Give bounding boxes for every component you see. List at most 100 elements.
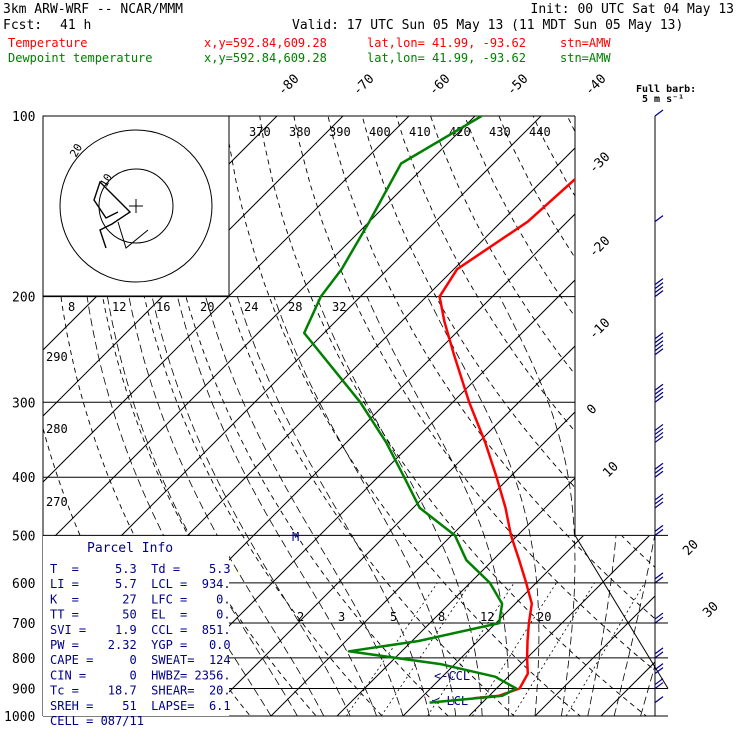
mixing-ratio-label: 20 bbox=[537, 610, 551, 624]
theta-label: 270 bbox=[46, 495, 68, 509]
wind-barb bbox=[654, 576, 664, 584]
wind-barb bbox=[654, 282, 664, 290]
barb-legend-title: Full barb: bbox=[636, 84, 697, 95]
moist-adiabat-line bbox=[128, 296, 325, 716]
wind-barb bbox=[654, 395, 664, 403]
wind-barb bbox=[654, 524, 664, 532]
barb-legend-units: 5 m s⁻¹ bbox=[642, 94, 685, 105]
dry-adiabat-line bbox=[719, 89, 740, 729]
moist-adiabat-line bbox=[581, 296, 619, 716]
wind-speed-label: 8 bbox=[68, 300, 75, 314]
isotherm-line bbox=[720, 89, 740, 729]
wind-barb bbox=[654, 612, 664, 620]
wind-barb bbox=[654, 682, 664, 690]
isotherm-label: -10 bbox=[586, 316, 613, 343]
wind-barb bbox=[654, 528, 664, 536]
chart-background-lines bbox=[43, 89, 740, 729]
wind-barb bbox=[654, 336, 664, 344]
moist-adiabat-line bbox=[205, 296, 404, 716]
wind-barb bbox=[654, 348, 664, 356]
dry-adiabat-line bbox=[287, 116, 655, 716]
wind-barb bbox=[654, 391, 664, 399]
temperature-latlon: lat,lon= 41.99, -93.62 bbox=[367, 36, 526, 50]
theta-label: 370 bbox=[249, 125, 271, 139]
wind-barb bbox=[654, 470, 664, 478]
hodograph-ring bbox=[59, 129, 213, 283]
hodograph-ring-label: 10 bbox=[97, 172, 115, 190]
mixing-ratio-label: 2 bbox=[297, 610, 304, 624]
sounding-traces bbox=[302, 116, 612, 704]
dry-adiabat-line bbox=[652, 116, 655, 716]
isotherm-label: 30 bbox=[700, 599, 722, 621]
frame-diagonal bbox=[574, 535, 669, 689]
dry-adiabat-line bbox=[354, 116, 655, 716]
mixing-ratio-label: 3 bbox=[338, 610, 345, 624]
mixing-ratio-label: 5 bbox=[390, 610, 397, 624]
theta-label: 280 bbox=[46, 422, 68, 436]
dewpoint-latlon: lat,lon= 41.99, -93.62 bbox=[367, 51, 526, 65]
parcel-info-row: PW = 2.32 YGP = 0.0 bbox=[50, 638, 231, 652]
isotherm-line bbox=[43, 116, 503, 716]
theta-label: 440 bbox=[529, 125, 551, 139]
parcel-info-row: CIN = 0 HWBZ= 2356. bbox=[50, 668, 231, 682]
pressure-tick-label: 400 bbox=[12, 471, 35, 486]
dry-adiabat-line bbox=[420, 116, 655, 716]
isotherm-line bbox=[389, 116, 655, 716]
wind-speed-label: 32 bbox=[332, 300, 346, 314]
wind-barb bbox=[654, 383, 664, 391]
dewpoint-legend: Dewpoint temperature bbox=[8, 51, 153, 65]
wind-barb bbox=[654, 572, 664, 580]
wind-barb bbox=[654, 651, 664, 659]
dry-adiabat-line bbox=[619, 116, 655, 716]
isotherm-line bbox=[257, 116, 655, 716]
mixing-ratio-label: 8 bbox=[438, 610, 445, 624]
moist-adiabat-line bbox=[107, 296, 298, 716]
mixing-ratio-line bbox=[512, 582, 595, 716]
pressure-tick-label: 900 bbox=[12, 683, 35, 698]
dry-adiabat-line bbox=[122, 116, 395, 716]
isotherm-label: -80 bbox=[275, 72, 302, 99]
parcel-info-box: Parcel Info T = 5.3 Td = 5.3LI = 5.7 LCL … bbox=[43, 536, 231, 728]
isotherm-label: -50 bbox=[504, 72, 531, 99]
isotherm-label: -40 bbox=[582, 72, 609, 99]
mixing-level-marker: M bbox=[292, 530, 299, 544]
storm-motion-marker bbox=[117, 221, 149, 249]
theta-label: 430 bbox=[489, 125, 511, 139]
wind-speed-label: 24 bbox=[244, 300, 258, 314]
dewpoint-xy: x,y=592.84,609.28 bbox=[204, 51, 327, 65]
moist-adiabat-line bbox=[499, 296, 576, 716]
isotherm-line bbox=[323, 116, 655, 716]
pressure-tick-label: 300 bbox=[12, 396, 35, 411]
pressure-tick-label: 1000 bbox=[4, 710, 35, 725]
dry-adiabat-line bbox=[586, 116, 655, 716]
isotherm-line bbox=[455, 116, 655, 716]
wind-barb bbox=[654, 286, 664, 294]
pressure-tick-label: 100 bbox=[12, 110, 35, 125]
dry-adiabat-line bbox=[553, 116, 655, 716]
pressure-tick-label: 700 bbox=[12, 617, 35, 632]
isotherm-line bbox=[521, 116, 655, 716]
wind-speed-label: 28 bbox=[288, 300, 302, 314]
valid-time: Valid: 17 UTC Sun 05 May 13 (11 MDT Sun … bbox=[292, 18, 684, 33]
dry-adiabat-line bbox=[321, 116, 655, 716]
temperature-legend: Temperature bbox=[8, 36, 88, 50]
parcel-box-fill bbox=[43, 536, 229, 716]
forecast-label: Fcst: bbox=[3, 18, 43, 33]
theta-label: 420 bbox=[449, 125, 471, 139]
moist-adiabat-line bbox=[366, 296, 510, 716]
dry-adiabat-line bbox=[188, 116, 529, 716]
forecast-hours: 41 h bbox=[60, 18, 92, 33]
parcel-info-row: CELL = 087/11 bbox=[50, 714, 144, 728]
dry-adiabat-line bbox=[486, 116, 655, 716]
wind-speed-label: 16 bbox=[156, 300, 170, 314]
wind-barb bbox=[654, 493, 664, 501]
wind-barb bbox=[654, 497, 664, 505]
hodograph-ring bbox=[98, 168, 174, 244]
wind-barb-column bbox=[654, 109, 664, 704]
pressure-tick-label: 600 bbox=[12, 577, 35, 592]
wind-barb bbox=[654, 501, 664, 509]
mixing-ratio-line bbox=[380, 582, 471, 716]
mixing-ratio-line bbox=[565, 582, 645, 716]
moist-adiabat-line bbox=[613, 296, 655, 716]
isotherm-label: -60 bbox=[426, 72, 453, 99]
